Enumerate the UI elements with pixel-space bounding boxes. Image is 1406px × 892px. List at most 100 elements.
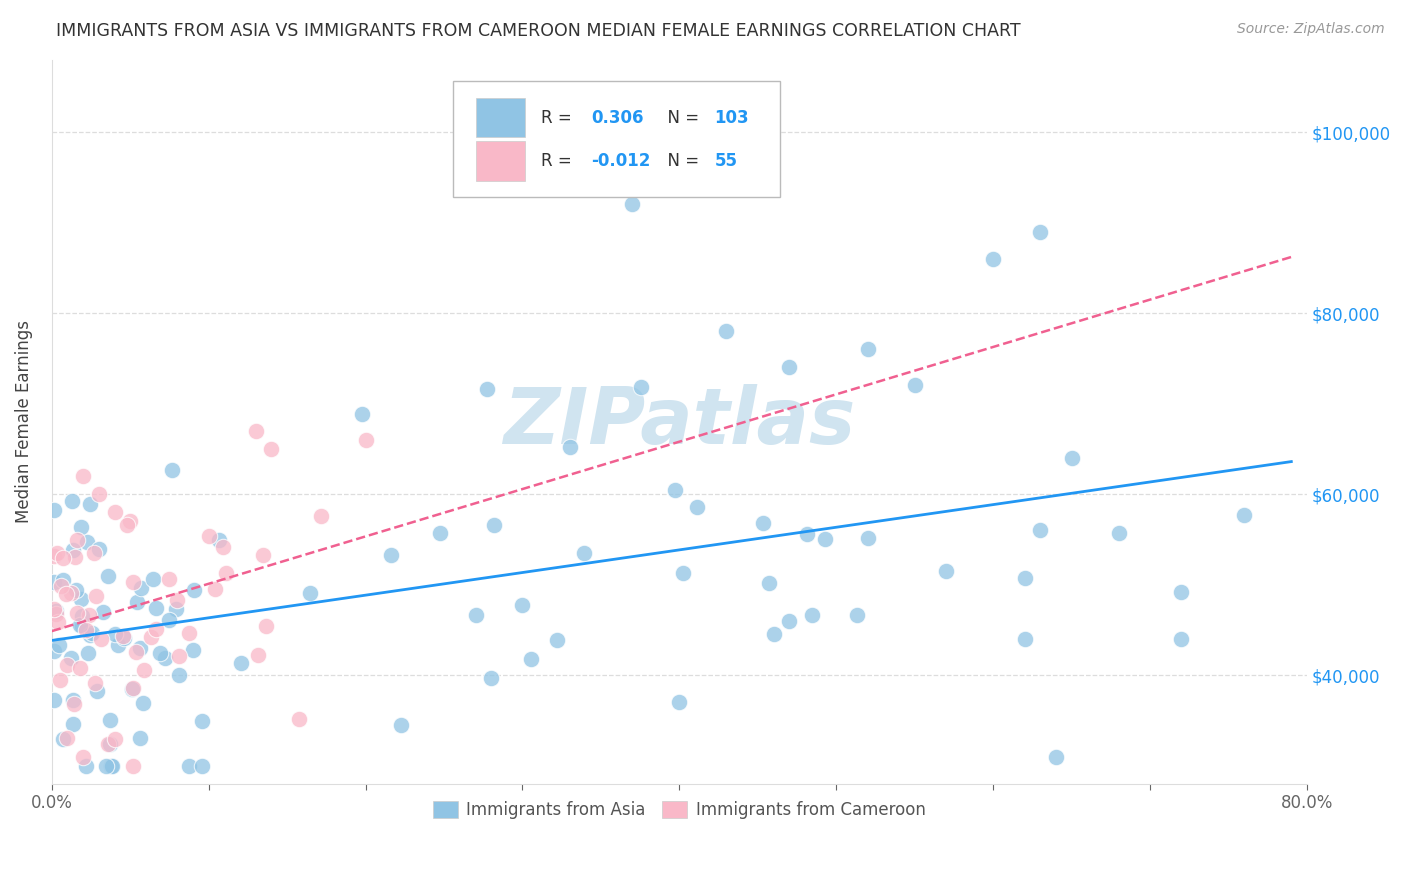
Point	[91, 605, 114, 619]
Text: N =: N =	[657, 152, 704, 170]
Point	[198, 529, 221, 543]
Point	[112, 631, 135, 645]
Point	[49, 673, 72, 687]
Point	[60, 493, 83, 508]
Point	[98, 738, 121, 752]
Point	[79, 628, 101, 642]
Point	[76, 535, 98, 549]
Point	[75, 758, 97, 772]
Point	[664, 483, 686, 497]
Point	[52, 573, 75, 587]
Point	[131, 582, 153, 596]
Text: 55: 55	[714, 152, 738, 170]
Point	[145, 622, 167, 636]
Point	[429, 525, 451, 540]
Point	[70, 592, 93, 607]
Point	[484, 518, 506, 533]
Point	[121, 758, 143, 772]
Text: IMMIGRANTS FROM ASIA VS IMMIGRANTS FROM CAMEROON MEDIAN FEMALE EARNINGS CORRELAT: IMMIGRANTS FROM ASIA VS IMMIGRANTS FROM …	[56, 22, 1021, 40]
Point	[165, 602, 187, 616]
Point	[122, 681, 145, 695]
Point	[298, 586, 321, 600]
Y-axis label: Median Female Earnings: Median Female Earnings	[15, 320, 32, 524]
Point	[252, 548, 274, 562]
Point	[354, 433, 377, 447]
Point	[574, 546, 596, 560]
Point	[558, 440, 581, 454]
Point	[72, 469, 94, 483]
Point	[59, 586, 82, 600]
Point	[763, 626, 786, 640]
Point	[157, 613, 180, 627]
Point	[66, 606, 89, 620]
Legend: Immigrants from Asia, Immigrants from Cameroon: Immigrants from Asia, Immigrants from Ca…	[426, 795, 932, 826]
Point	[464, 607, 486, 622]
Point	[229, 657, 252, 671]
Point	[520, 651, 543, 665]
Point	[751, 516, 773, 530]
Point	[191, 758, 214, 772]
Point	[52, 731, 75, 746]
Point	[122, 574, 145, 589]
Point	[97, 569, 120, 583]
Point	[72, 749, 94, 764]
Point	[546, 633, 568, 648]
FancyBboxPatch shape	[477, 98, 524, 137]
Point	[1233, 508, 1256, 523]
Point	[160, 463, 183, 477]
Point	[70, 608, 93, 623]
Point	[128, 640, 150, 655]
Point	[77, 607, 100, 622]
Point	[44, 575, 66, 590]
Point	[389, 718, 412, 732]
Point	[1014, 632, 1036, 646]
Point	[311, 508, 333, 523]
Point	[191, 714, 214, 729]
Point	[90, 632, 112, 646]
Point	[1045, 749, 1067, 764]
Point	[716, 324, 738, 338]
Point	[167, 649, 190, 664]
Point	[141, 630, 163, 644]
Point	[97, 737, 120, 751]
Point	[621, 197, 644, 211]
Text: 103: 103	[714, 109, 749, 127]
Point	[254, 618, 277, 632]
FancyBboxPatch shape	[477, 142, 524, 180]
Point	[129, 731, 152, 746]
Point	[66, 533, 89, 548]
Text: R =: R =	[541, 152, 578, 170]
Point	[79, 497, 101, 511]
Point	[814, 533, 837, 547]
Point	[42, 643, 65, 657]
Point	[84, 676, 107, 690]
Point	[59, 650, 82, 665]
Point	[288, 712, 311, 726]
Point	[181, 642, 204, 657]
Point	[134, 663, 156, 677]
Text: 0.306: 0.306	[592, 109, 644, 127]
Point	[778, 615, 800, 629]
Point	[124, 644, 146, 658]
Point	[204, 582, 226, 596]
Point	[1029, 225, 1052, 239]
Point	[668, 695, 690, 709]
Point	[778, 360, 800, 375]
Point	[104, 627, 127, 641]
Point	[98, 713, 121, 727]
Point	[211, 540, 233, 554]
Point	[1029, 523, 1052, 537]
Point	[42, 503, 65, 517]
Point	[142, 572, 165, 586]
Point	[52, 551, 75, 566]
Point	[112, 629, 135, 643]
Point	[62, 692, 84, 706]
Point	[69, 661, 91, 675]
Point	[87, 542, 110, 557]
Point	[758, 576, 780, 591]
Point	[856, 531, 879, 545]
Point	[55, 657, 77, 672]
Point	[83, 545, 105, 559]
Point	[77, 646, 100, 660]
Point	[177, 758, 200, 772]
